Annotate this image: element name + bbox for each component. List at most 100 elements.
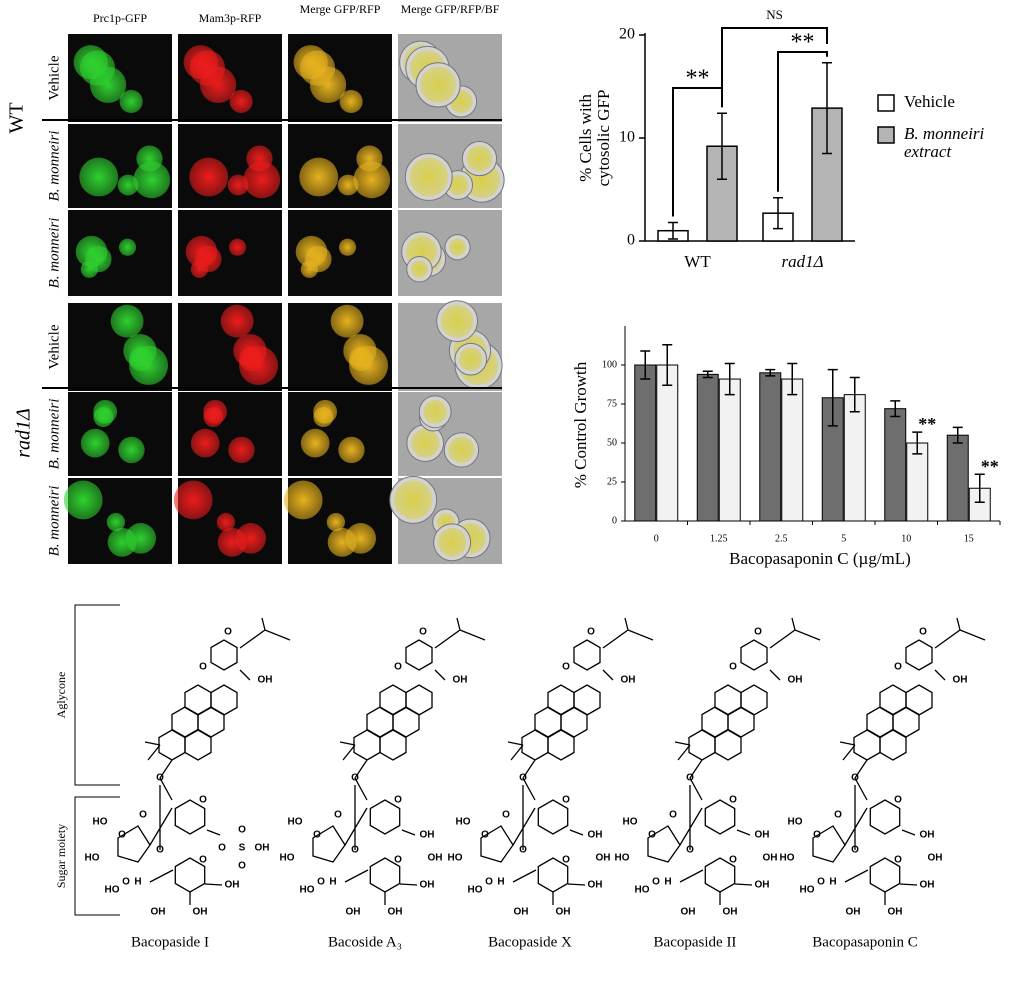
atom-label: O [351, 773, 359, 784]
compound-name: Bacopaside X [488, 934, 572, 950]
atom-label: OH [151, 907, 166, 918]
cell [447, 174, 469, 196]
atom-label: O [118, 830, 126, 841]
ring [405, 639, 433, 671]
y-tick-label: 75 [607, 398, 617, 409]
pentose [312, 825, 346, 863]
atom-label: O [156, 845, 164, 856]
atom-label: OH [953, 675, 968, 686]
significance-bracket [721, 27, 828, 108]
bar [884, 408, 907, 522]
atom-label: O [894, 855, 902, 866]
compound-name: Bacopaside II [654, 934, 737, 950]
cell [338, 238, 357, 256]
cell [118, 436, 145, 464]
atom-label: HO [635, 885, 650, 896]
ring [905, 639, 933, 671]
atom-label: O [485, 877, 493, 888]
atom-label: HO [615, 853, 630, 864]
legend-label: Vehicle [904, 92, 955, 111]
error-bar [787, 362, 798, 396]
cell [80, 428, 110, 458]
cell [106, 512, 126, 532]
cell [393, 480, 433, 520]
ring [727, 706, 755, 738]
cell [107, 527, 137, 557]
cell [326, 512, 346, 532]
atom-label: OH [255, 843, 270, 854]
ring [210, 639, 238, 671]
region-bracket [74, 604, 120, 786]
cell [229, 89, 253, 114]
atom-label: O [519, 773, 527, 784]
bonds [839, 617, 986, 905]
cell [117, 174, 139, 196]
error-bar [668, 221, 678, 240]
bonds [507, 617, 654, 905]
atom-label: OH [920, 830, 935, 841]
ring [573, 639, 601, 671]
cell [339, 89, 363, 114]
atom-label: O [419, 627, 427, 638]
y-tick-label: 0 [612, 515, 617, 526]
atom-label: OH [928, 853, 943, 864]
column-header: Prc1p-GFP [92, 11, 147, 25]
atom-label: O [238, 861, 246, 872]
x-tick-label: rad1Δ [781, 252, 823, 271]
atom-label: HO [300, 885, 315, 896]
pentose [480, 825, 514, 863]
ring [547, 684, 575, 716]
bar [634, 364, 657, 522]
atom-label: OH [388, 907, 403, 918]
ring [740, 639, 768, 671]
atom-label: O [199, 662, 207, 673]
cell [466, 145, 493, 172]
y-axis-label: % Control Growth [571, 361, 590, 488]
atom-label: O [562, 662, 570, 673]
significance-label: ** [918, 414, 936, 434]
ring [740, 684, 768, 716]
cell [89, 66, 127, 104]
ring [366, 706, 394, 738]
atom-label: O [139, 810, 147, 821]
atom-label: HO [788, 817, 803, 828]
atom-label: O [156, 773, 164, 784]
bar [656, 364, 679, 522]
atom-label: O [648, 830, 656, 841]
atom-label: OH [225, 880, 240, 891]
error-bar [724, 362, 735, 396]
atom-label: O [313, 830, 321, 841]
cell [63, 480, 103, 520]
ring [392, 706, 420, 738]
y-axis-label: cytosolic GFP [594, 90, 613, 187]
atom-label: HO [468, 885, 483, 896]
error-bar [974, 473, 985, 504]
error-bar [912, 431, 923, 455]
atom-label: O [813, 830, 821, 841]
ring [892, 706, 920, 738]
atom-label: O [817, 877, 825, 888]
atom-label: HO [456, 817, 471, 828]
cell [217, 527, 247, 557]
cell [338, 436, 365, 464]
atom-label: OH [588, 880, 603, 891]
row-label: Vehicle [46, 324, 62, 369]
cell [353, 161, 391, 199]
cell [419, 66, 457, 104]
atom-label: HO [280, 853, 295, 864]
group-label: rad1Δ [13, 408, 35, 458]
cell [437, 527, 467, 557]
ring [174, 799, 206, 835]
compound-name: Bacopaside I [131, 934, 209, 950]
bar [759, 372, 782, 522]
column-header: Merge GFP/RFP/BF [400, 2, 500, 16]
ring [560, 706, 588, 738]
atom-label: OH [193, 907, 208, 918]
x-axis-label: Bacopasaponin C (µg/mL) [729, 549, 911, 568]
cell [216, 512, 236, 532]
ring [379, 684, 407, 716]
atom-label: O [122, 877, 130, 888]
